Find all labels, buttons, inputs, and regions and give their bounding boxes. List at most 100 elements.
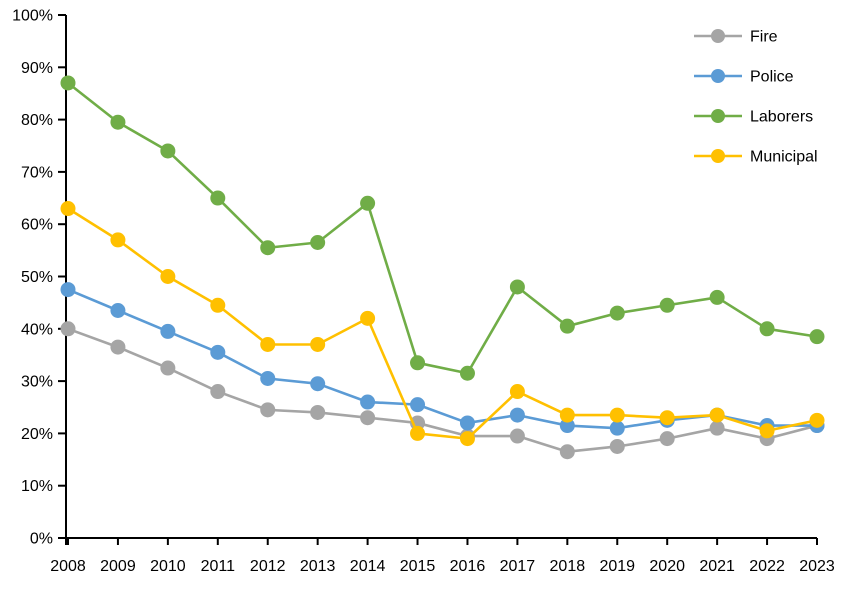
marker-laborers-2017	[509, 279, 525, 295]
marker-laborers-2014	[360, 195, 376, 211]
marker-laborers-2012	[260, 240, 276, 256]
marker-laborers-2021	[709, 289, 725, 305]
marker-fire-2013	[310, 404, 326, 420]
y-tick-label: 20%	[21, 426, 53, 443]
marker-fire-2018	[559, 444, 575, 460]
x-tick-label: 2018	[550, 558, 586, 575]
marker-police-2012	[260, 370, 276, 386]
marker-laborers-2009	[110, 114, 126, 130]
legend-item-police: Police	[694, 69, 794, 86]
marker-laborers-2010	[160, 143, 176, 159]
marker-laborers-2019	[609, 305, 625, 321]
legend-marker-laborers	[711, 109, 725, 123]
marker-municipal-2016	[459, 431, 475, 447]
marker-municipal-2019	[609, 407, 625, 423]
marker-police-2010	[160, 323, 176, 339]
marker-municipal-2010	[160, 269, 176, 284]
marker-municipal-2011	[210, 297, 226, 313]
marker-police-2011	[210, 344, 226, 360]
marker-laborers-2022	[759, 321, 775, 337]
x-tick-label: 2019	[599, 558, 635, 575]
legend: Fire Police Laborers Municipal	[694, 29, 818, 166]
marker-fire-2009	[110, 339, 126, 355]
x-tick-label: 2021	[699, 558, 735, 575]
marker-municipal-2015	[410, 425, 426, 441]
marker-municipal-2021	[709, 407, 725, 423]
x-tick-label: 2014	[350, 558, 386, 575]
series-laborers	[60, 75, 825, 381]
marker-municipal-2018	[559, 407, 575, 423]
marker-municipal-2012	[260, 336, 276, 352]
legend-label-police: Police	[750, 69, 794, 86]
series-police	[60, 282, 825, 436]
x-tick-label: 2020	[649, 558, 685, 575]
x-tick-label: 2009	[100, 558, 136, 575]
x-tick-label: 2010	[150, 558, 186, 575]
marker-municipal-2008	[60, 201, 76, 217]
marker-police-2008	[60, 282, 76, 298]
marker-police-2019	[609, 420, 625, 436]
y-tick-label: 80%	[21, 112, 53, 129]
marker-police-2016	[459, 415, 475, 431]
legend-label-fire: Fire	[750, 29, 778, 46]
line-municipal	[67, 207, 818, 440]
marker-fire-2020	[659, 431, 675, 447]
x-tick-label: 2015	[400, 558, 436, 575]
legend-item-laborers: Laborers	[694, 109, 813, 126]
series-municipal	[60, 201, 825, 447]
marker-laborers-2013	[310, 235, 326, 251]
marker-municipal-2023	[809, 412, 825, 428]
marker-fire-2008	[60, 321, 76, 337]
legend-item-municipal: Municipal	[694, 149, 818, 166]
marker-police-2013	[310, 376, 326, 392]
legend-item-fire: Fire	[694, 29, 778, 46]
legend-label-municipal: Municipal	[750, 149, 818, 166]
legend-marker-fire	[711, 29, 725, 43]
marker-municipal-2013	[310, 336, 326, 352]
marker-municipal-2022	[759, 423, 775, 439]
y-tick-label: 90%	[21, 60, 53, 77]
legend-marker-municipal	[711, 149, 725, 163]
marker-laborers-2011	[210, 190, 226, 206]
x-tick-label: 2013	[300, 558, 336, 575]
marker-laborers-2008	[60, 75, 76, 91]
x-tick-label: 2008	[50, 558, 86, 575]
marker-laborers-2023	[809, 329, 825, 345]
marker-fire-2012	[260, 402, 276, 418]
marker-police-2009	[110, 302, 126, 318]
marker-laborers-2016	[459, 365, 475, 381]
marker-fire-2010	[160, 360, 176, 376]
marker-laborers-2020	[659, 297, 675, 313]
line-police	[67, 288, 817, 430]
marker-fire-2014	[360, 410, 376, 426]
x-tick-label: 2022	[749, 558, 785, 575]
marker-police-2018	[559, 418, 575, 434]
marker-police-2017	[509, 407, 525, 423]
y-tick-label: 0%	[30, 531, 53, 548]
x-tick-label: 2023	[799, 558, 835, 575]
y-tick-label: 40%	[21, 321, 53, 338]
x-tick-label: 2016	[450, 558, 486, 575]
marker-municipal-2009	[110, 232, 126, 248]
legend-label-laborers: Laborers	[750, 109, 813, 126]
marker-police-2014	[360, 394, 376, 410]
x-tick-label: 2017	[500, 558, 536, 575]
marker-municipal-2014	[360, 310, 376, 326]
series-fire	[60, 321, 825, 460]
y-tick-label: 70%	[21, 164, 53, 181]
y-tick-label: 100%	[12, 8, 53, 25]
marker-fire-2017	[509, 428, 525, 444]
marker-municipal-2020	[659, 410, 675, 426]
y-tick-label: 50%	[21, 269, 53, 286]
marker-laborers-2015	[410, 355, 426, 371]
y-tick-label: 10%	[21, 478, 53, 495]
marker-fire-2021	[709, 420, 725, 436]
marker-municipal-2017	[509, 384, 525, 400]
y-tick-label: 60%	[21, 217, 53, 234]
marker-laborers-2018	[559, 318, 575, 334]
marker-police-2015	[410, 397, 426, 413]
line-fire	[67, 327, 818, 454]
line-laborers	[67, 81, 818, 375]
